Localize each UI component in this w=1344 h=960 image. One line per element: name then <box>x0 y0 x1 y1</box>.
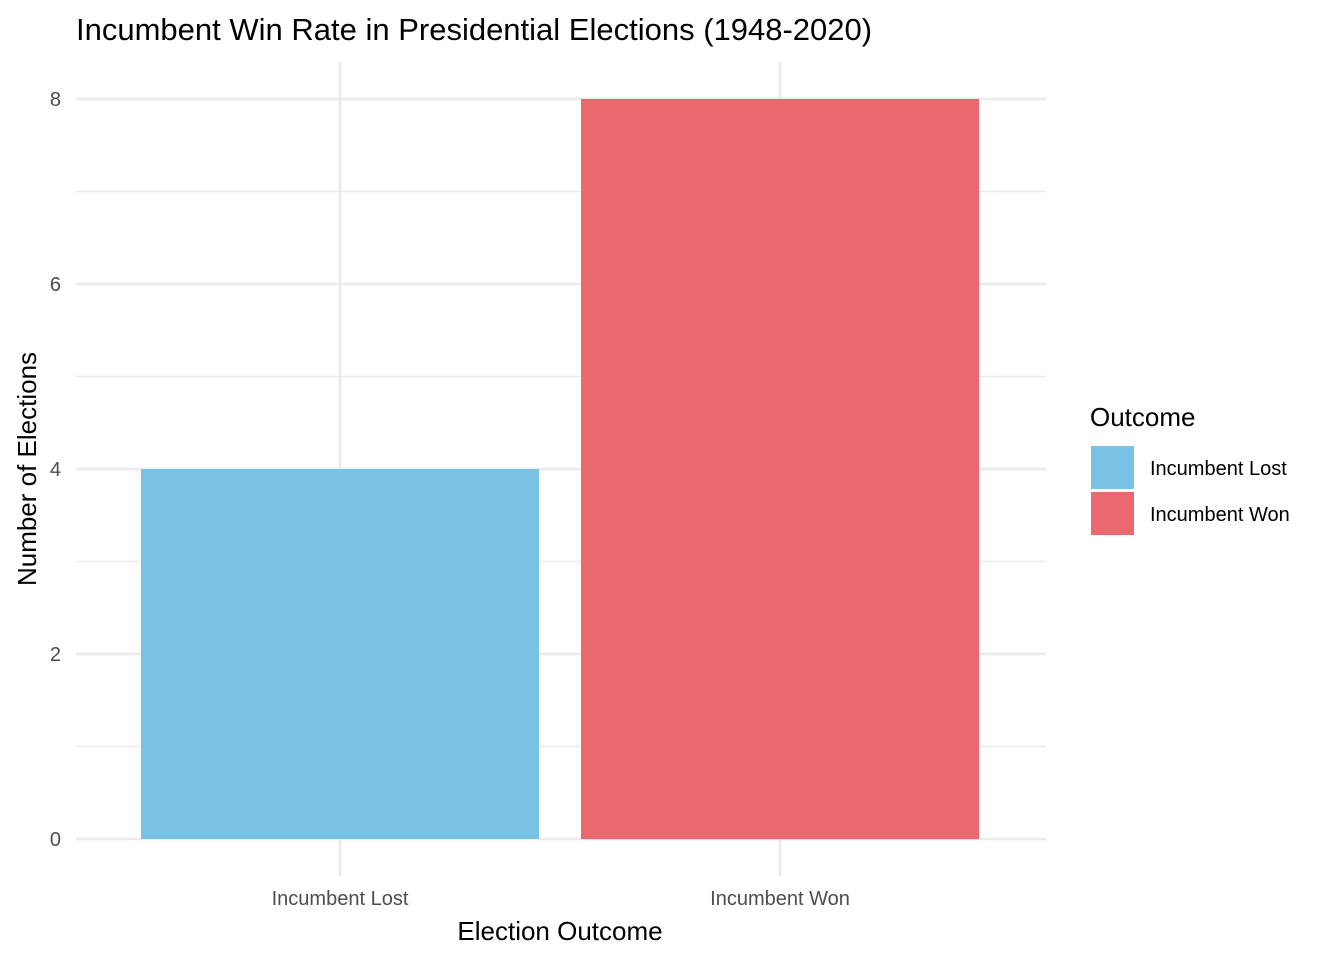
x-tick-label: Incumbent Lost <box>272 888 409 910</box>
y-tick-label: 8 <box>50 89 61 111</box>
legend: Outcome Incumbent Lost Incumbent Won <box>1090 402 1290 535</box>
y-tick-label: 2 <box>50 644 61 666</box>
x-tick-label: Incumbent Won <box>710 888 850 910</box>
y-axis-ticks: 0 2 4 6 8 <box>50 89 61 851</box>
y-axis-title: Number of Elections <box>12 352 42 586</box>
bar-incumbent-lost <box>141 469 539 839</box>
y-tick-label: 6 <box>50 274 61 296</box>
y-tick-label: 0 <box>50 829 61 851</box>
legend-key-incumbent-lost <box>1091 446 1134 489</box>
chart-title: Incumbent Win Rate in Presidential Elect… <box>76 12 872 47</box>
y-tick-label: 4 <box>50 459 61 481</box>
bar-incumbent-won <box>581 99 979 839</box>
x-axis-title: Election Outcome <box>457 916 662 946</box>
legend-title: Outcome <box>1090 402 1196 432</box>
bars <box>141 99 979 839</box>
x-axis-ticks: Incumbent Lost Incumbent Won <box>272 888 850 910</box>
legend-label: Incumbent Won <box>1150 504 1290 526</box>
legend-label: Incumbent Lost <box>1150 458 1287 480</box>
legend-key-incumbent-won <box>1091 492 1134 535</box>
